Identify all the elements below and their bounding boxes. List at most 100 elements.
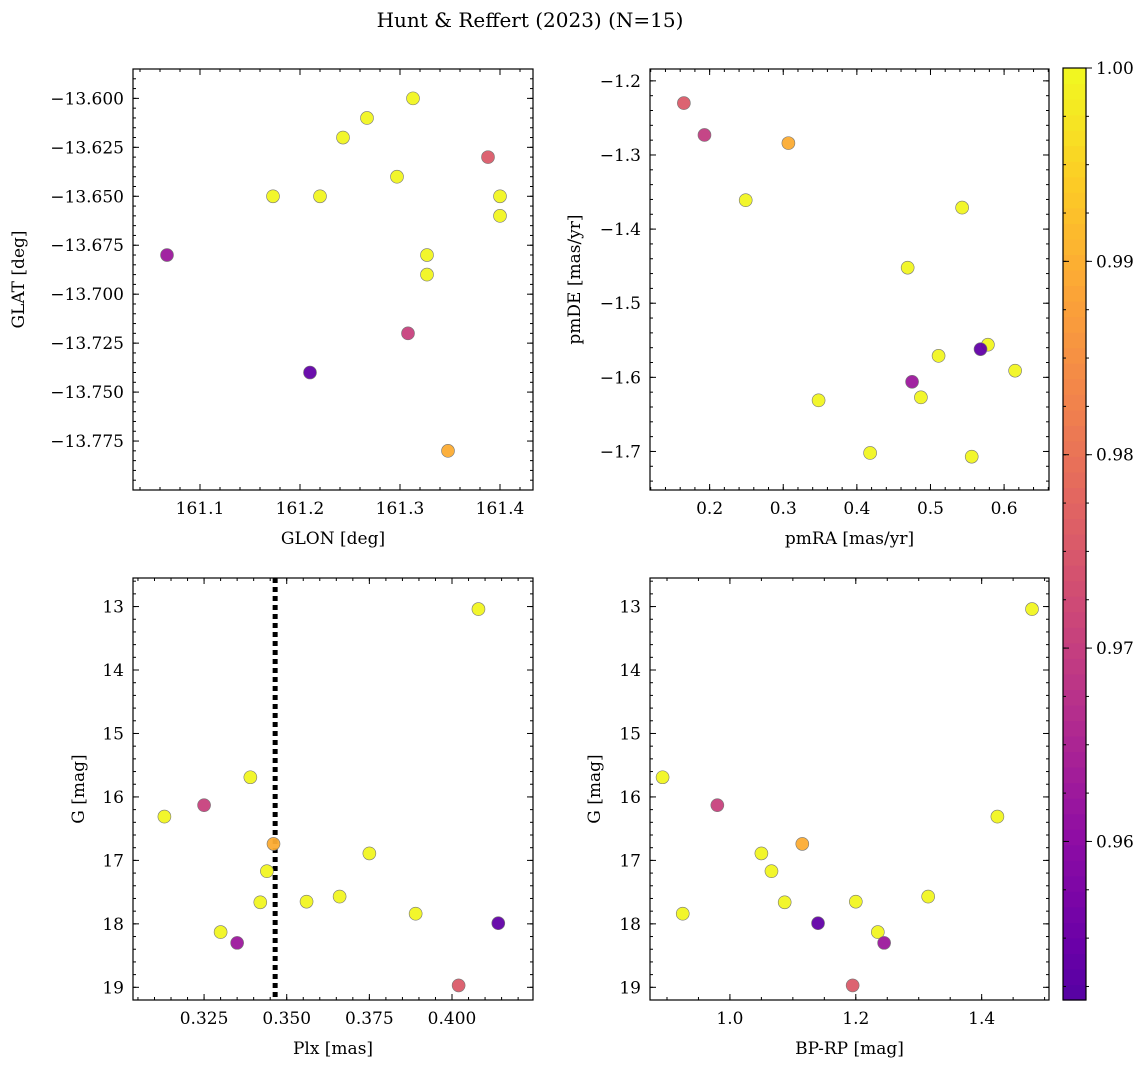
scatter-point [401,326,415,341]
panel-pmra-pmde: 0.2 0.3 0.4 0.5 0.6 −1.2 −1.3 −1.4 −1.5 −1.6 −1.7 p… [565,68,1050,549]
y-tick-label: 14 [102,661,124,681]
colorbar-segment [1063,534,1086,551]
y-axis-label: pmDE [mas/yr] [565,214,585,344]
colorbar-segment [1063,953,1086,970]
y-tick-label: 18 [619,915,641,935]
scatter-point [697,128,712,142]
scatter-point [845,978,860,993]
y-tick-label: −13.600 [50,89,124,109]
scatter-point [451,978,466,993]
figure-title: Hunt & Reffert (2023) (N=15) [377,8,684,32]
axes-frame [649,68,1050,491]
scatter-point [964,449,979,464]
scatter-point [877,936,891,950]
y-axis-label: GLAT [deg] [9,230,29,328]
x-tick-label: 0.400 [428,1009,477,1029]
x-tick-label: 1.4 [968,1009,995,1029]
scatter-point [441,444,455,458]
x-tick-label: 161.1 [176,499,225,519]
scatter-point [655,770,670,785]
y-tick-label: 17 [619,851,641,871]
colorbar-segment [1063,114,1086,131]
colorbar-segment [1063,394,1086,411]
y-tick-label: −1.6 [600,368,641,388]
scatter-point [848,894,863,909]
colorbar-segment [1063,83,1086,100]
colorbar-segment [1063,689,1086,706]
colorbar-segment [1063,798,1086,815]
y-tick-label: −1.5 [600,294,641,314]
scatter-point [493,189,507,204]
scatter-point [213,925,228,939]
y-tick-label: 18 [102,915,124,935]
x-tick-label: 161.4 [476,499,525,519]
x-tick-label: 0.375 [345,1009,394,1029]
y-tick-label: 14 [619,661,641,681]
scatter-point [754,846,769,861]
y-tick-label: −13.675 [50,236,124,256]
scatter-point [230,936,244,950]
scatter-point [491,916,506,931]
scatter-point [160,248,174,262]
y-tick-label: −1.3 [600,146,641,166]
x-tick-label: 1.2 [842,1009,869,1029]
colorbar-segment [1063,704,1086,721]
scatter-point [471,602,486,616]
colorbar-tick-label: 0.98 [1096,446,1134,466]
colorbar-segment [1063,829,1086,846]
scatter-point [408,906,423,921]
colorbar-segment [1063,937,1086,954]
colorbar-segment [1063,549,1086,566]
scatter-point [299,894,314,909]
colorbar-segment [1063,145,1086,162]
colorbar-segment [1063,565,1086,582]
scatter-point [493,209,507,223]
scatter-point [795,837,810,851]
scatter-point [336,130,350,145]
y-tick-label: −1.7 [600,442,641,462]
colorbar-tick-label: 1.00 [1096,59,1134,79]
colorbar-segment [1063,332,1086,349]
colorbar-tick-label: 0.96 [1096,832,1134,852]
scatter-point [738,193,753,207]
scatter-point [266,837,281,851]
colorbar-tick-label: 0.99 [1096,252,1134,272]
y-tick-label: −13.700 [50,285,124,305]
x-tick-label: 0.2 [696,499,723,519]
x-tick-label: 0.4 [843,499,870,519]
panel-plx-g: 0.325 0.350 0.375 0.400 13 14 15 16 17 18 19 Plx [m… [69,577,534,1059]
x-tick-label: 0.3 [770,499,797,519]
y-tick-label: 13 [619,598,641,618]
colorbar-segment [1063,363,1086,380]
y-tick-label: −13.625 [50,138,124,158]
x-axis-label: pmRA [mas/yr] [785,529,914,549]
scatter-point [332,889,347,904]
scatter-point [905,374,919,389]
scatter-point [931,349,946,363]
scatter-point [777,895,792,910]
x-tick-label: 1.0 [716,1009,743,1029]
colorbar-segment [1063,176,1086,193]
panel-glon-glat: 161.1 161.2 161.3 161.4 −13.600 −13.625 −13.65… [9,68,534,549]
colorbar-segment [1063,456,1086,473]
scatter-point [811,393,826,408]
colorbar-segment [1063,642,1086,659]
y-tick-label: −1.2 [600,72,641,92]
colorbar-segment [1063,720,1086,737]
colorbar-segment [1063,922,1086,939]
y-tick-label: −13.650 [50,187,124,207]
colorbar-segment [1063,658,1086,675]
y-tick-label: 15 [102,724,124,744]
panel-bprp-g: 1.0 1.2 1.4 13 14 15 16 17 18 19 BP-RP [mag] G [mag… [585,577,1050,1059]
y-tick-label: −13.725 [50,334,124,354]
scatter-point [921,889,935,904]
scatter-point [675,906,690,921]
colorbar-segment [1063,673,1086,690]
axes-frame [649,577,1050,1001]
axes-frame [132,68,534,491]
colorbar-segment [1063,968,1086,986]
colorbar-segment [1063,161,1086,178]
colorbar-segment [1063,767,1086,784]
colorbar-segment [1063,502,1086,520]
colorbar-segment [1063,207,1086,224]
